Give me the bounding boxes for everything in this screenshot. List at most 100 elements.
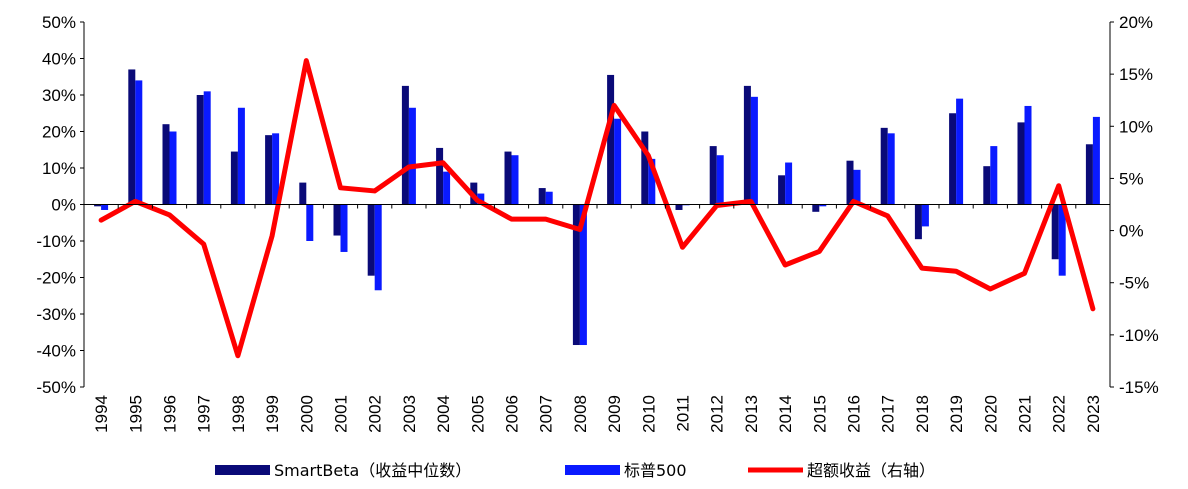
left-tick-label: 10% bbox=[42, 159, 76, 178]
x-tick-label-2022: 2022 bbox=[1050, 395, 1069, 433]
bar-series-1 bbox=[101, 80, 1100, 346]
x-tick-label-1996: 1996 bbox=[161, 395, 180, 433]
right-tick-label: 15% bbox=[1119, 65, 1153, 84]
x-tick-label-1999: 1999 bbox=[263, 395, 282, 433]
bar-1-2012 bbox=[716, 155, 724, 205]
bar-0-2001 bbox=[333, 204, 341, 236]
x-tick-label-2000: 2000 bbox=[297, 395, 316, 433]
plot-area bbox=[94, 58, 1100, 359]
bar-0-1999 bbox=[265, 135, 273, 205]
bar-0-2011 bbox=[675, 204, 683, 210]
bar-1-1996 bbox=[169, 131, 177, 205]
bar-1-2005 bbox=[477, 193, 485, 205]
x-tick-label-1994: 1994 bbox=[92, 395, 111, 433]
bar-0-2004 bbox=[436, 147, 444, 205]
legend-swatch-sp500 bbox=[565, 465, 620, 475]
right-tick-label: 5% bbox=[1119, 169, 1144, 188]
x-tick-label-1995: 1995 bbox=[126, 395, 145, 433]
bar-0-2008 bbox=[572, 204, 580, 346]
bar-1-2018 bbox=[921, 204, 929, 227]
x-tick-label-2005: 2005 bbox=[468, 395, 487, 433]
bar-0-2000 bbox=[299, 182, 307, 205]
bar-1-2016 bbox=[853, 169, 861, 205]
bar-0-2016 bbox=[846, 160, 854, 205]
bar-0-2020 bbox=[983, 166, 991, 205]
bar-1-1994 bbox=[101, 204, 109, 210]
bar-1-2017 bbox=[887, 133, 895, 205]
bar-1-2007 bbox=[545, 191, 553, 205]
line-series-excess-return bbox=[98, 58, 1096, 359]
bar-1-2000 bbox=[306, 204, 314, 241]
x-tick-label-2009: 2009 bbox=[605, 395, 624, 433]
bar-1-2013 bbox=[750, 96, 758, 205]
bar-1-2006 bbox=[511, 155, 519, 205]
legend-label-sp500: 标普500 bbox=[624, 461, 687, 480]
x-tick-label-2001: 2001 bbox=[332, 395, 351, 433]
x-tick-label-2006: 2006 bbox=[503, 395, 522, 433]
right-tick-label: 20% bbox=[1119, 13, 1153, 32]
bar-0-1995 bbox=[128, 69, 136, 205]
left-tick-label: 50% bbox=[42, 13, 76, 32]
left-tick-label: 40% bbox=[42, 50, 76, 69]
bar-0-1994 bbox=[94, 204, 102, 207]
bar-0-1996 bbox=[162, 124, 170, 205]
x-tick-label-2011: 2011 bbox=[674, 395, 693, 432]
bar-1-2009 bbox=[614, 118, 622, 205]
left-tick-label: -10% bbox=[36, 232, 76, 251]
bar-series-0 bbox=[94, 69, 1093, 346]
right-tick-label: 10% bbox=[1119, 117, 1153, 136]
bar-0-2023 bbox=[1085, 144, 1093, 205]
left-tick-label: 0% bbox=[51, 196, 76, 215]
bar-1-2022 bbox=[1058, 204, 1066, 276]
x-tick-label-2007: 2007 bbox=[537, 395, 556, 433]
x-tick-label-2019: 2019 bbox=[947, 395, 966, 433]
bar-1-2023 bbox=[1092, 116, 1100, 205]
bar-1-2014 bbox=[785, 162, 793, 205]
legend: SmartBeta（收益中位数） 标普500 超额收益（右轴） bbox=[215, 461, 935, 480]
bar-0-2018 bbox=[914, 204, 922, 240]
bar-0-2006 bbox=[504, 151, 512, 205]
x-tick-label-2002: 2002 bbox=[366, 395, 385, 433]
bar-1-2015 bbox=[819, 204, 827, 207]
bar-0-2019 bbox=[949, 113, 957, 205]
bar-1-2010 bbox=[648, 158, 656, 205]
legend-swatch-smartbeta bbox=[215, 465, 270, 475]
legend-label-excess-return: 超额收益（右轴） bbox=[807, 461, 935, 480]
bar-1-2001 bbox=[340, 204, 348, 252]
bar-1-2004 bbox=[443, 171, 451, 205]
x-tick-label-2003: 2003 bbox=[400, 395, 419, 433]
legend-entry-sp500: 标普500 bbox=[565, 461, 687, 480]
bar-1-1999 bbox=[272, 133, 280, 205]
bar-0-2009 bbox=[607, 74, 615, 205]
x-tick-label-1997: 1997 bbox=[195, 395, 214, 433]
left-tick-label: 20% bbox=[42, 123, 76, 142]
x-tick-label-2014: 2014 bbox=[776, 395, 795, 433]
bar-1-1995 bbox=[135, 80, 143, 205]
bar-0-2017 bbox=[880, 127, 888, 205]
bar-1-2021 bbox=[1024, 105, 1032, 205]
bar-0-2007 bbox=[538, 188, 546, 205]
x-tick-label-2004: 2004 bbox=[434, 395, 453, 433]
x-axis: 1994 1995 1996 1997 1998 1999 2000 2001 2002 2003… bbox=[83, 204, 1111, 433]
bar-0-2010 bbox=[641, 131, 649, 205]
x-tick-label-2015: 2015 bbox=[810, 395, 829, 433]
bar-0-2003 bbox=[401, 85, 409, 205]
bar-0-2002 bbox=[367, 204, 375, 276]
left-axis: -50% -40% -30% -20% -10% 0% 10% 20% 30% 40% 50% bbox=[36, 13, 85, 397]
left-tick-label: -40% bbox=[36, 342, 76, 361]
bar-1-2019 bbox=[956, 98, 964, 205]
legend-label-smartbeta: SmartBeta（收益中位数） bbox=[274, 461, 471, 480]
x-tick-label-2008: 2008 bbox=[571, 395, 590, 433]
x-tick-label-2010: 2010 bbox=[639, 395, 658, 433]
x-tick-label-2012: 2012 bbox=[708, 395, 727, 433]
right-axis: -15% -10% -5% 0% 5% 10% 15% 20% bbox=[1109, 13, 1159, 397]
bar-0-1998 bbox=[230, 151, 238, 205]
bar-0-2014 bbox=[778, 175, 786, 205]
x-tick-label-2020: 2020 bbox=[981, 395, 1000, 433]
bar-0-2012 bbox=[709, 146, 717, 205]
bar-1-2003 bbox=[408, 107, 416, 205]
bar-1-2020 bbox=[990, 146, 998, 205]
right-tick-label: -15% bbox=[1119, 378, 1159, 397]
bar-0-2021 bbox=[1017, 122, 1025, 205]
